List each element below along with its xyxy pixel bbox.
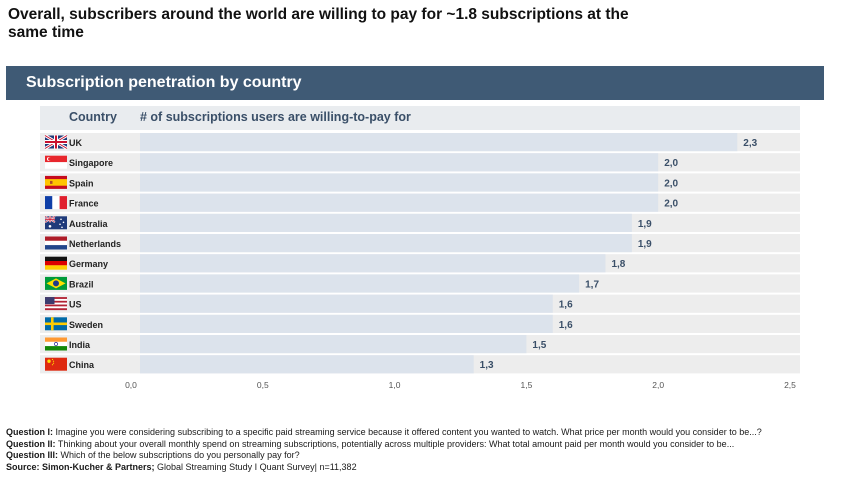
value-label-spain: 2,0 bbox=[664, 178, 678, 189]
country-label-uk: UK bbox=[69, 138, 82, 148]
value-label-india: 1,5 bbox=[532, 340, 546, 351]
china-flag-icon bbox=[45, 357, 67, 371]
bar-germany bbox=[140, 254, 606, 273]
uk-flag-icon bbox=[44, 134, 68, 150]
metric-column-header: # of subscriptions users are willing-to-… bbox=[140, 110, 411, 124]
country-label-brazil: Brazil bbox=[69, 279, 94, 289]
source-label: Source: Simon-Kucher & Partners; bbox=[6, 461, 155, 472]
value-label-singapore: 2,0 bbox=[664, 158, 678, 169]
question-1-label: Question I: bbox=[6, 427, 53, 437]
value-label-sweden: 1,6 bbox=[559, 320, 573, 331]
country-column-header: Country bbox=[69, 110, 117, 124]
country-label-us: US bbox=[69, 300, 82, 310]
country-label-france: France bbox=[69, 199, 99, 209]
value-label-uk: 2,3 bbox=[743, 138, 757, 149]
country-label-india: India bbox=[69, 340, 91, 350]
sweden-flag-icon bbox=[45, 317, 67, 331]
bar-india bbox=[140, 335, 527, 354]
value-label-germany: 1,8 bbox=[611, 259, 625, 270]
value-label-brazil: 1,7 bbox=[585, 279, 599, 290]
question-3-text: Which of the below subscriptions do you … bbox=[58, 450, 300, 460]
x-tick-label: 0,5 bbox=[257, 380, 269, 390]
x-tick-label: 1,0 bbox=[389, 380, 401, 390]
question-1-text: Imagine you were considering subscribing… bbox=[53, 427, 762, 437]
germany-flag-icon bbox=[45, 256, 67, 270]
x-tick-label: 2,0 bbox=[652, 380, 664, 390]
question-2-note: Question II: Thinking about your overall… bbox=[6, 439, 806, 451]
singapore-flag-icon bbox=[45, 155, 67, 169]
bar-uk bbox=[140, 133, 738, 152]
bar-singapore bbox=[140, 153, 659, 172]
value-label-netherlands: 1,9 bbox=[638, 239, 652, 250]
country-label-china: China bbox=[69, 360, 95, 370]
bar-spain bbox=[140, 173, 659, 192]
x-tick-label: 0,0 bbox=[125, 380, 137, 390]
france-flag-icon bbox=[45, 196, 67, 210]
question-2-label: Question II: bbox=[6, 438, 56, 449]
page-headline: Overall, subscribers around the world ar… bbox=[8, 6, 629, 41]
us-flag-icon bbox=[45, 297, 67, 311]
value-label-china: 1,3 bbox=[480, 360, 494, 371]
bar-us bbox=[140, 294, 553, 313]
bar-australia bbox=[140, 213, 632, 232]
footnotes: Question I: Imagine you were considering… bbox=[6, 427, 806, 473]
bar-france bbox=[140, 193, 659, 212]
india-flag-icon bbox=[45, 337, 67, 351]
value-label-australia: 1,9 bbox=[638, 219, 652, 230]
source-text: Global Streaming Study I Quant Survey| n… bbox=[154, 461, 357, 472]
question-2-text: Thinking about your overall monthly spen… bbox=[55, 438, 735, 449]
country-label-netherlands: Netherlands bbox=[69, 239, 121, 249]
chart-title-banner: Subscription penetration by country bbox=[6, 66, 824, 100]
bar-brazil bbox=[140, 274, 580, 293]
value-label-us: 1,6 bbox=[559, 300, 573, 311]
table-header-row: Country # of subscriptions users are wil… bbox=[40, 106, 800, 130]
bar-sweden bbox=[140, 314, 553, 333]
x-tick-label: 2,5 bbox=[784, 380, 796, 390]
country-label-australia: Australia bbox=[69, 219, 109, 229]
question-3-note: Question III: Which of the below subscri… bbox=[6, 450, 806, 462]
brazil-flag-icon bbox=[45, 276, 67, 290]
source-note: Source: Simon-Kucher & Partners; Global … bbox=[6, 462, 806, 474]
question-3-label: Question III: bbox=[6, 450, 59, 460]
bar-netherlands bbox=[140, 234, 632, 253]
country-label-germany: Germany bbox=[69, 259, 108, 269]
x-tick-label: 1,5 bbox=[520, 380, 532, 390]
country-label-singapore: Singapore bbox=[69, 158, 113, 168]
country-label-spain: Spain bbox=[69, 178, 94, 188]
chart-title: Subscription penetration by country bbox=[26, 74, 302, 91]
country-label-sweden: Sweden bbox=[69, 320, 103, 330]
value-label-france: 2,0 bbox=[664, 199, 678, 210]
australia-flag-icon bbox=[44, 215, 67, 230]
spain-flag-icon bbox=[45, 175, 67, 189]
bar-china bbox=[140, 355, 474, 374]
question-1-note: Question I: Imagine you were considering… bbox=[6, 427, 806, 439]
bar-chart: UK 2,3 Singapore 2,0 Spain 2,0 France 2,0 Austra… bbox=[40, 133, 800, 390]
netherlands-flag-icon bbox=[45, 236, 67, 250]
